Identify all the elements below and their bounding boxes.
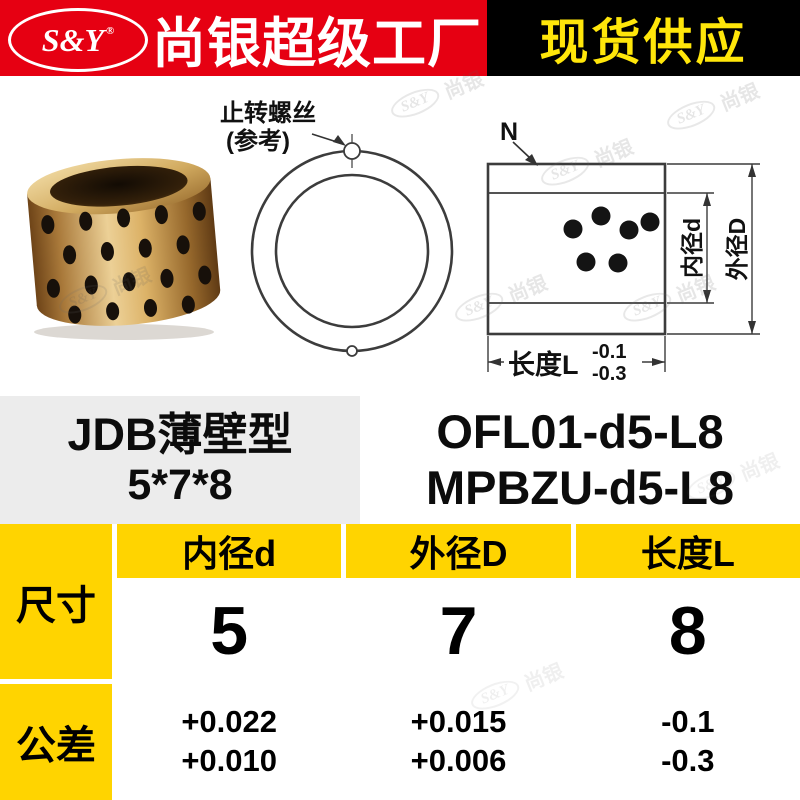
technical-drawing: 止转螺丝 (参考) N <box>220 99 760 385</box>
n-label: N <box>500 118 518 146</box>
value-inner-diameter: 5 <box>117 583 342 679</box>
side-view <box>486 162 667 336</box>
column-header-inner-diameter: 内径d <box>117 524 342 578</box>
leader-arrow-icon <box>333 135 346 146</box>
bushing-body <box>27 158 221 326</box>
outer-diameter-dim-label: 外径D <box>724 218 750 281</box>
screw-annotation: 止转螺丝 (参考) <box>220 99 346 155</box>
n-annotation: N <box>500 118 538 166</box>
stock-banner: 现货供应 <box>487 0 800 76</box>
screw-label-line1: 止转螺丝 <box>220 99 316 127</box>
tolerance-outer-diameter: +0.015 +0.006 <box>346 684 571 800</box>
length-dim-label: 长度L <box>508 349 579 380</box>
screw-label-line2: (参考) <box>226 127 290 155</box>
set-screw-detail <box>343 142 361 160</box>
tolerance-upper: +0.022 <box>181 704 277 740</box>
tolerance-upper: -0.1 <box>661 704 715 740</box>
registered-mark-icon: ® <box>106 25 115 37</box>
tolerance-lower: -0.3 <box>661 743 715 778</box>
logo-text: S&Y <box>41 21 104 58</box>
product-series: JDB薄壁型 <box>67 409 293 461</box>
brand-logo: S&Y ® <box>8 8 148 72</box>
value-outer-diameter: 7 <box>346 583 571 679</box>
row-label-size: 尺寸 <box>0 524 112 679</box>
photo-shadow <box>34 324 214 340</box>
section-graphite-dots <box>563 206 660 273</box>
model-number-2: MPBZU-d5-L8 <box>425 461 735 514</box>
row-label-tolerance: 公差 <box>0 684 112 800</box>
inner-diameter-dim-label: 内径d <box>679 218 705 278</box>
tolerance-lower: +0.010 <box>181 743 277 778</box>
value-length: 8 <box>575 583 800 679</box>
product-size: 5*7*8 <box>127 461 233 510</box>
length-tol-upper: -0.1 <box>592 341 626 363</box>
product-photo <box>27 158 221 340</box>
product-type-block: JDB薄壁型 5*7*8 <box>0 396 360 524</box>
brand-title: 尚银超级工厂 <box>152 13 482 74</box>
tolerance-inner-diameter: +0.022 +0.010 <box>117 684 342 800</box>
model-number-1: OFL01-d5-L8 <box>436 404 724 458</box>
product-info-row: JDB薄壁型 5*7*8 OFL01-d5-L8 MPBZU-d5-L8 <box>0 396 800 524</box>
front-view <box>250 134 454 357</box>
column-header-outer-diameter: 外径D <box>346 524 571 578</box>
tolerance-length: -0.1 -0.3 <box>575 684 800 800</box>
product-model-block: OFL01-d5-L8 MPBZU-d5-L8 <box>360 396 800 524</box>
spec-table: 尺寸 内径d 外径D 长度L 5 7 8 公差 +0.022 +0.010 +0… <box>0 524 800 800</box>
leader-arrow-icon <box>525 154 538 166</box>
tolerance-upper: +0.015 <box>410 704 507 740</box>
column-header-length: 长度L <box>575 524 800 578</box>
length-tol-lower: -0.3 <box>592 363 626 385</box>
dimension-arrows <box>488 164 756 366</box>
graphite-plug-dots <box>41 201 212 324</box>
tolerance-lower: +0.006 <box>410 743 507 778</box>
header-bar: S&Y ® 尚银超级工厂 现货供应 <box>0 0 800 76</box>
